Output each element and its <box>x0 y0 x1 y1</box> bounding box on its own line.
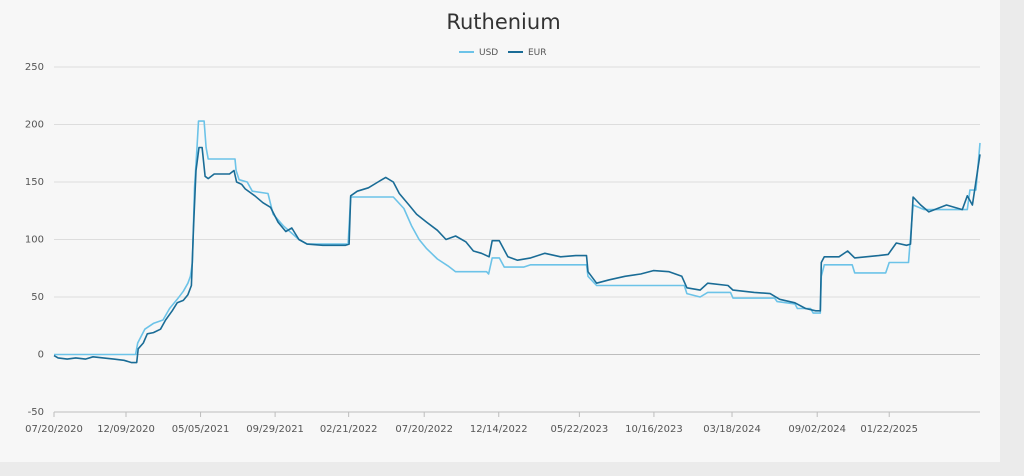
y-tick-label: -50 <box>28 407 44 418</box>
y-tick-label: 50 <box>31 292 44 303</box>
y-tick-label: 150 <box>25 177 44 188</box>
x-tick-label: 05/05/2021 <box>172 424 230 435</box>
x-tick-label: 12/09/2020 <box>97 424 155 435</box>
legend-label: USD <box>479 48 498 58</box>
x-tick-label: 05/22/2023 <box>551 424 609 435</box>
x-axis-ticks: 07/20/2020 12/09/2020 05/05/2021 09/29/2021… <box>25 412 918 435</box>
x-tick-label: 07/20/2022 <box>395 424 453 435</box>
x-tick-label: 03/18/2024 <box>703 424 761 435</box>
gridlines <box>54 66 980 413</box>
x-tick-label: 09/29/2021 <box>246 424 304 435</box>
x-tick-label: 10/16/2023 <box>625 424 683 435</box>
y-tick-label: 250 <box>25 62 44 73</box>
legend-label: EUR <box>528 48 547 58</box>
legend-item-eur[interactable]: EUR <box>508 48 547 58</box>
y-axis-ticks: -50 0 50 100 150 200 250 <box>25 62 44 418</box>
y-tick-label: 100 <box>25 235 44 246</box>
chart-title: Ruthenium <box>446 10 561 34</box>
x-tick-label: 09/02/2024 <box>788 424 846 435</box>
y-tick-label: 0 <box>38 350 44 361</box>
x-tick-label: 02/21/2022 <box>320 424 378 435</box>
x-tick-label: 12/14/2022 <box>470 424 528 435</box>
chart-panel <box>0 0 1000 462</box>
series-line-eur <box>53 146 981 364</box>
legend[interactable]: USD EUR <box>459 48 547 58</box>
y-tick-label: 200 <box>25 120 44 131</box>
x-tick-label: 07/20/2020 <box>25 424 83 435</box>
series-lines <box>53 120 981 364</box>
x-tick-label: 01/22/2025 <box>860 424 918 435</box>
legend-item-usd[interactable]: USD <box>459 48 498 58</box>
